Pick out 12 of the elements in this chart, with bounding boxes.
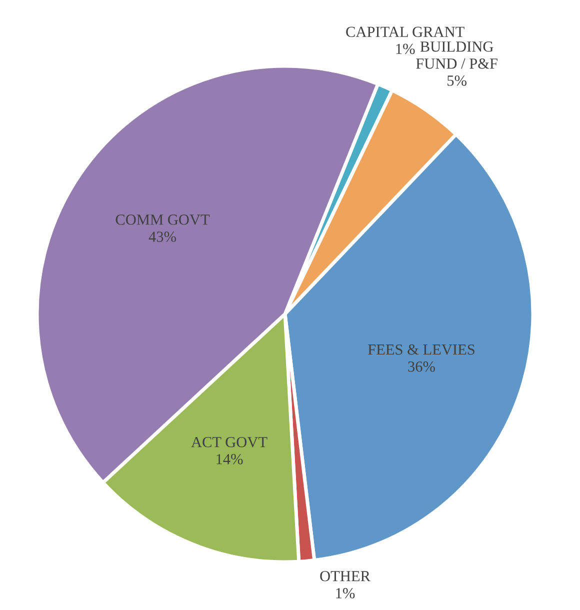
data-label: 1% bbox=[336, 588, 355, 598]
data-label: 43% bbox=[148, 232, 176, 242]
slice-label: FEES & LEVIES bbox=[368, 344, 474, 355]
slice-label: BUILDING FUND / P&F bbox=[416, 41, 498, 69]
data-label: 5% bbox=[448, 76, 466, 86]
slice-label: COMM GOVT bbox=[116, 214, 210, 225]
data-label: 36% bbox=[408, 361, 435, 372]
slice-label: CAPITAL GRANT bbox=[346, 26, 464, 38]
slice-label: ACT GOVT bbox=[191, 437, 268, 448]
data-label: 1% bbox=[396, 44, 415, 54]
slice-label: OTHER bbox=[320, 571, 370, 582]
data-label: 14% bbox=[216, 454, 243, 464]
